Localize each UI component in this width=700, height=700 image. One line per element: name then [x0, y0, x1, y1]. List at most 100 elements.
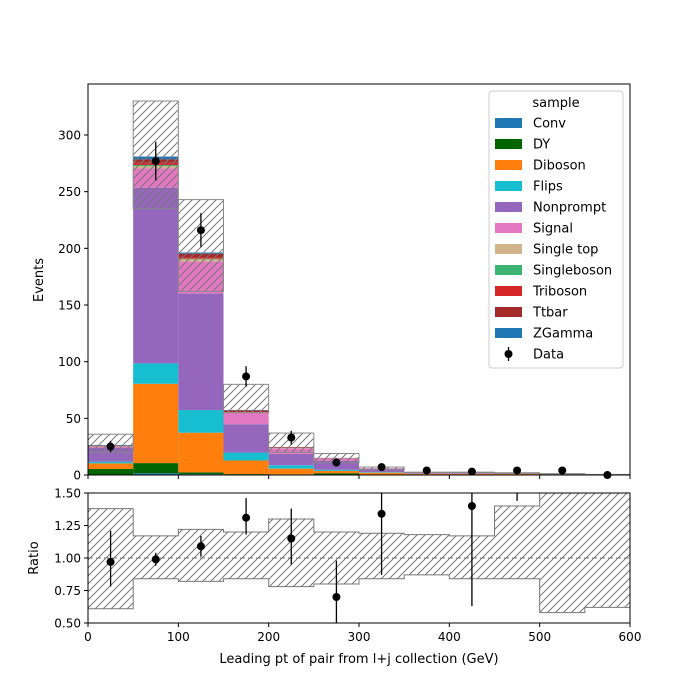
ratio-point-0: [106, 557, 115, 566]
data-point-2: [196, 226, 205, 235]
ratio-x-ticks: 0 100 200 300 400 500 600: [84, 623, 641, 644]
main-x-ticks: [87, 475, 631, 479]
uncertainty-bin-3: [223, 383, 270, 414]
bar-dy-bin-0: [88, 468, 134, 475]
main-y-ticks: 0 50 100 150 200 250 300: [58, 129, 88, 483]
ratio-xtick-label: 200: [257, 630, 280, 644]
ratio-xtick-label: 0: [84, 630, 92, 644]
ratio-xtick-label: 600: [619, 630, 642, 644]
legend-label-conv: Conv: [533, 117, 566, 132]
bar-flips-bin-4: [268, 465, 314, 469]
ratio-y-axis-label: Ratio: [27, 541, 42, 574]
legend-swatch-single-top: [495, 244, 522, 254]
main-y-axis-label: Events: [32, 258, 47, 302]
legend-label-single-top: Single top: [533, 243, 598, 258]
ratio-panel: 0.50 0.75 1.00 1.25 1.50 0 100 200 300 400 500 600…: [27, 487, 641, 668]
bar-flips-bin-2: [178, 410, 224, 433]
ratio-ytick-label: 0.50: [54, 617, 81, 631]
bar-flips-bin-5: [313, 469, 359, 471]
bar-diboson-bin-3: [223, 460, 269, 475]
main-panel: 0 50 100 150 200 250 300 Events: [32, 83, 631, 483]
legend-frame: [488, 90, 624, 369]
main-ytick-label: 200: [58, 242, 81, 256]
main-ytick-label: 300: [58, 129, 81, 143]
legend-entries: Conv DY Diboson Flips Nonprompt Signal Single …: [495, 117, 612, 363]
legend-label-triboson: Triboson: [532, 285, 587, 300]
bar-flips-bin-0: [88, 461, 134, 464]
legend-swatch-zgamma: [495, 328, 522, 338]
bar-signal-bin-3: [223, 412, 269, 425]
legend-swatch-ttbar: [495, 307, 522, 317]
main-ytick-label: 0: [73, 469, 81, 483]
bar-conv-bin-1: [133, 473, 179, 475]
bar-diboson-bin-0: [88, 463, 134, 469]
bar-dy-bin-5: [313, 473, 359, 475]
legend-swatch-data-dot: [504, 350, 513, 358]
data-point-5: [332, 458, 341, 467]
ratio-xtick-label: 100: [167, 630, 190, 644]
data-point-8: [467, 467, 476, 476]
legend-swatch-triboson: [495, 286, 522, 296]
legend-swatch-conv: [495, 118, 522, 128]
legend: sample Conv DY Diboson Flips Nonprompt Signal…: [488, 90, 624, 369]
ratio-point-2: [196, 542, 205, 551]
data-point-6: [377, 463, 386, 472]
legend-swatch-diboson: [495, 160, 522, 170]
legend-label-singleboson: Singleboson: [533, 264, 612, 279]
bar-nonprompt-bin-1: [133, 187, 179, 364]
legend-title: sample: [532, 96, 579, 111]
legend-swatch-singleboson: [495, 265, 522, 275]
ratio-points: [106, 493, 518, 623]
ratio-point-4: [287, 534, 296, 543]
legend-label-nonprompt: Nonprompt: [533, 201, 606, 216]
legend-label-ttbar: Ttbar: [532, 306, 568, 321]
ratio-xtick-label: 400: [438, 630, 461, 644]
bar-diboson-bin-6: [359, 472, 405, 475]
ratio-point-7: [467, 502, 476, 510]
legend-swatch-nonprompt: [495, 202, 522, 212]
data-points: [106, 141, 612, 479]
main-ytick-label: 50: [66, 412, 81, 426]
x-axis-label: Leading pt of pair from l+j collection (…: [219, 652, 498, 667]
data-point-3: [242, 372, 251, 381]
data-point-1: [151, 157, 160, 166]
main-ytick-label: 250: [58, 185, 81, 199]
bar-flips-bin-6: [359, 472, 405, 473]
main-ytick-label: 150: [58, 299, 81, 313]
legend-swatch-dy: [495, 139, 522, 149]
ratio-ytick-label: 1.50: [54, 487, 81, 501]
data-point-7: [422, 466, 431, 475]
bar-nonprompt-bin-3: [223, 424, 269, 453]
bar-diboson-bin-5: [313, 470, 359, 474]
legend-swatch-flips: [495, 181, 522, 191]
data-point-10: [558, 466, 567, 475]
legend-label-dy: DY: [533, 138, 550, 153]
bar-dy-bin-2: [178, 472, 224, 475]
bar-flips-bin-1: [133, 363, 179, 384]
legend-swatch-signal: [495, 223, 522, 233]
ratio-ytick-label: 1.00: [54, 552, 81, 566]
ratio-xtick-label: 300: [348, 630, 371, 644]
bar-dy-bin-3: [223, 474, 269, 475]
ratio-point-5: [332, 593, 341, 601]
ratio-xtick-label: 500: [528, 630, 551, 644]
ratio-ytick-label: 0.75: [54, 584, 81, 598]
bar-flips-bin-3: [223, 452, 269, 461]
ratio-point-3: [242, 513, 251, 522]
bar-nonprompt-bin-4: [268, 453, 314, 466]
main-ytick-label: 100: [58, 355, 81, 369]
legend-label-data: Data: [533, 348, 564, 363]
bar-nonprompt-bin-2: [178, 293, 224, 411]
legend-label-flips: Flips: [533, 180, 563, 195]
legend-label-diboson: Diboson: [533, 159, 586, 174]
data-point-0: [106, 442, 115, 451]
ratio-point-1: [151, 555, 160, 564]
bar-diboson-bin-4: [268, 468, 314, 475]
bar-diboson-bin-2: [178, 432, 224, 473]
bar-dy-bin-1: [133, 463, 179, 474]
data-point-4: [287, 433, 296, 442]
legend-label-signal: Signal: [533, 222, 573, 237]
ratio-y-ticks: 0.50 0.75 1.00 1.25 1.50: [54, 487, 88, 631]
data-point-9: [513, 466, 522, 475]
